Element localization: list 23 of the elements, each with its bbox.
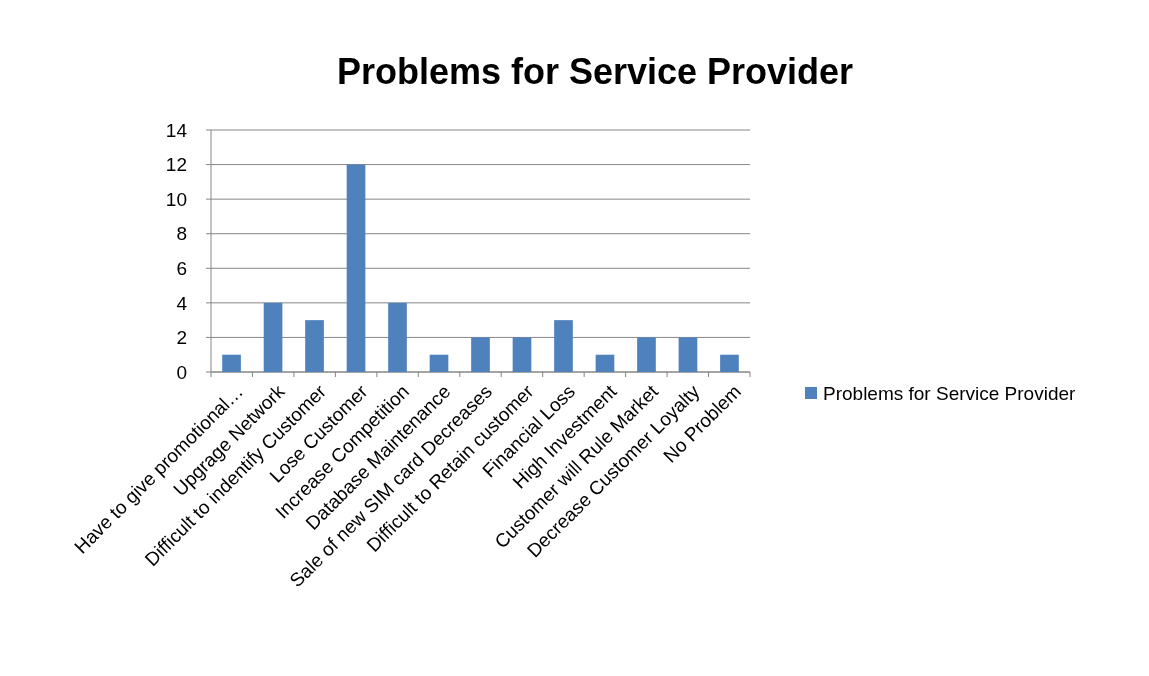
bar <box>678 337 698 372</box>
bar <box>554 320 573 372</box>
bar <box>471 337 490 372</box>
y-tick-label: 4 <box>176 292 188 314</box>
y-tick-label: 2 <box>176 327 187 349</box>
bar <box>222 354 241 372</box>
bar <box>429 354 449 372</box>
y-tick-label: 8 <box>176 223 187 245</box>
y-tick-label: 10 <box>165 188 187 210</box>
bar <box>637 337 656 372</box>
bar <box>595 354 615 372</box>
bar <box>305 320 324 372</box>
y-tick-label: 14 <box>165 119 188 141</box>
bar <box>346 164 366 372</box>
legend-label: Problems for Service Provider <box>823 382 1077 404</box>
bar <box>720 354 739 372</box>
y-tick-label: 6 <box>176 257 187 279</box>
bar <box>512 337 532 372</box>
chart-title: Problems for Service Provider <box>336 51 854 92</box>
bar <box>263 302 283 372</box>
bar <box>388 302 407 372</box>
y-tick-label: 12 <box>165 154 187 176</box>
y-tick-label: 0 <box>176 361 187 383</box>
